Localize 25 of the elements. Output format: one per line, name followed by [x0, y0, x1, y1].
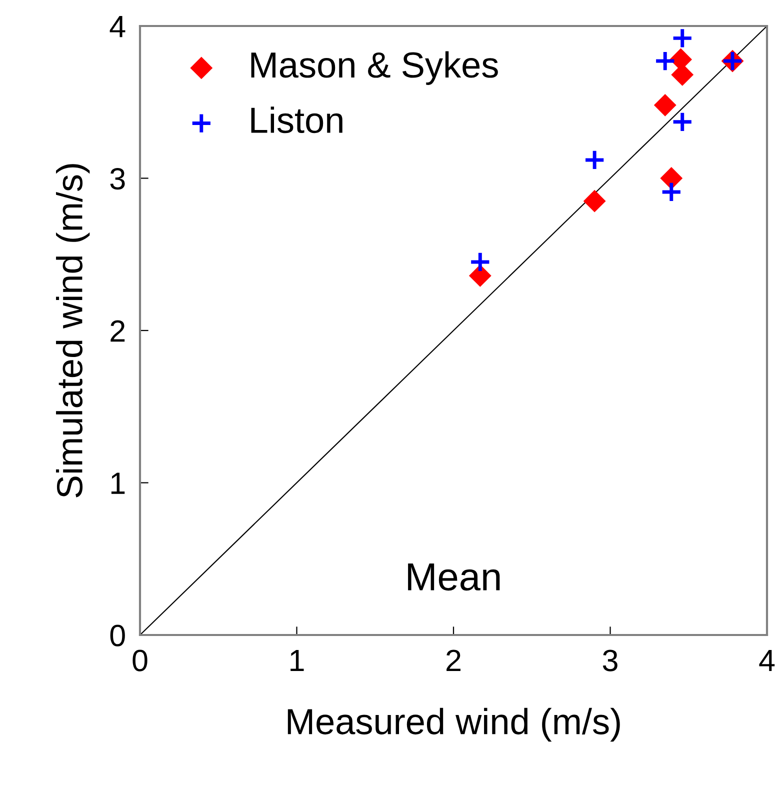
point: [468, 264, 492, 287]
point: [654, 94, 676, 116]
legend-label: Liston: [251, 106, 342, 134]
legend-label: Mason & Sykes: [251, 51, 498, 85]
x-tick-label: 4: [759, 650, 775, 672]
y-tick-label: 1: [111, 472, 125, 494]
point: [584, 149, 606, 171]
y-tick-label: 4: [110, 16, 126, 38]
annotation: Mean: [408, 563, 500, 591]
point: [660, 167, 683, 190]
y-tick-label: 0: [110, 624, 125, 646]
point: [583, 190, 606, 212]
x-tick-label: 3: [602, 650, 618, 672]
y-tick-label: 3: [110, 168, 125, 190]
y-axis-title: Simulated wind (m/s): [56, 164, 90, 498]
x-tick-label: 0: [132, 650, 148, 672]
point: [672, 111, 694, 133]
y-tick-label: 2: [110, 320, 125, 342]
point: [469, 251, 491, 273]
point: [660, 181, 682, 203]
point: [654, 50, 676, 72]
x-tick-label: 1: [290, 650, 304, 672]
point: [672, 27, 694, 49]
x-tick-label: 2: [446, 650, 460, 672]
x-axis-title: Measured wind (m/s): [288, 708, 620, 742]
